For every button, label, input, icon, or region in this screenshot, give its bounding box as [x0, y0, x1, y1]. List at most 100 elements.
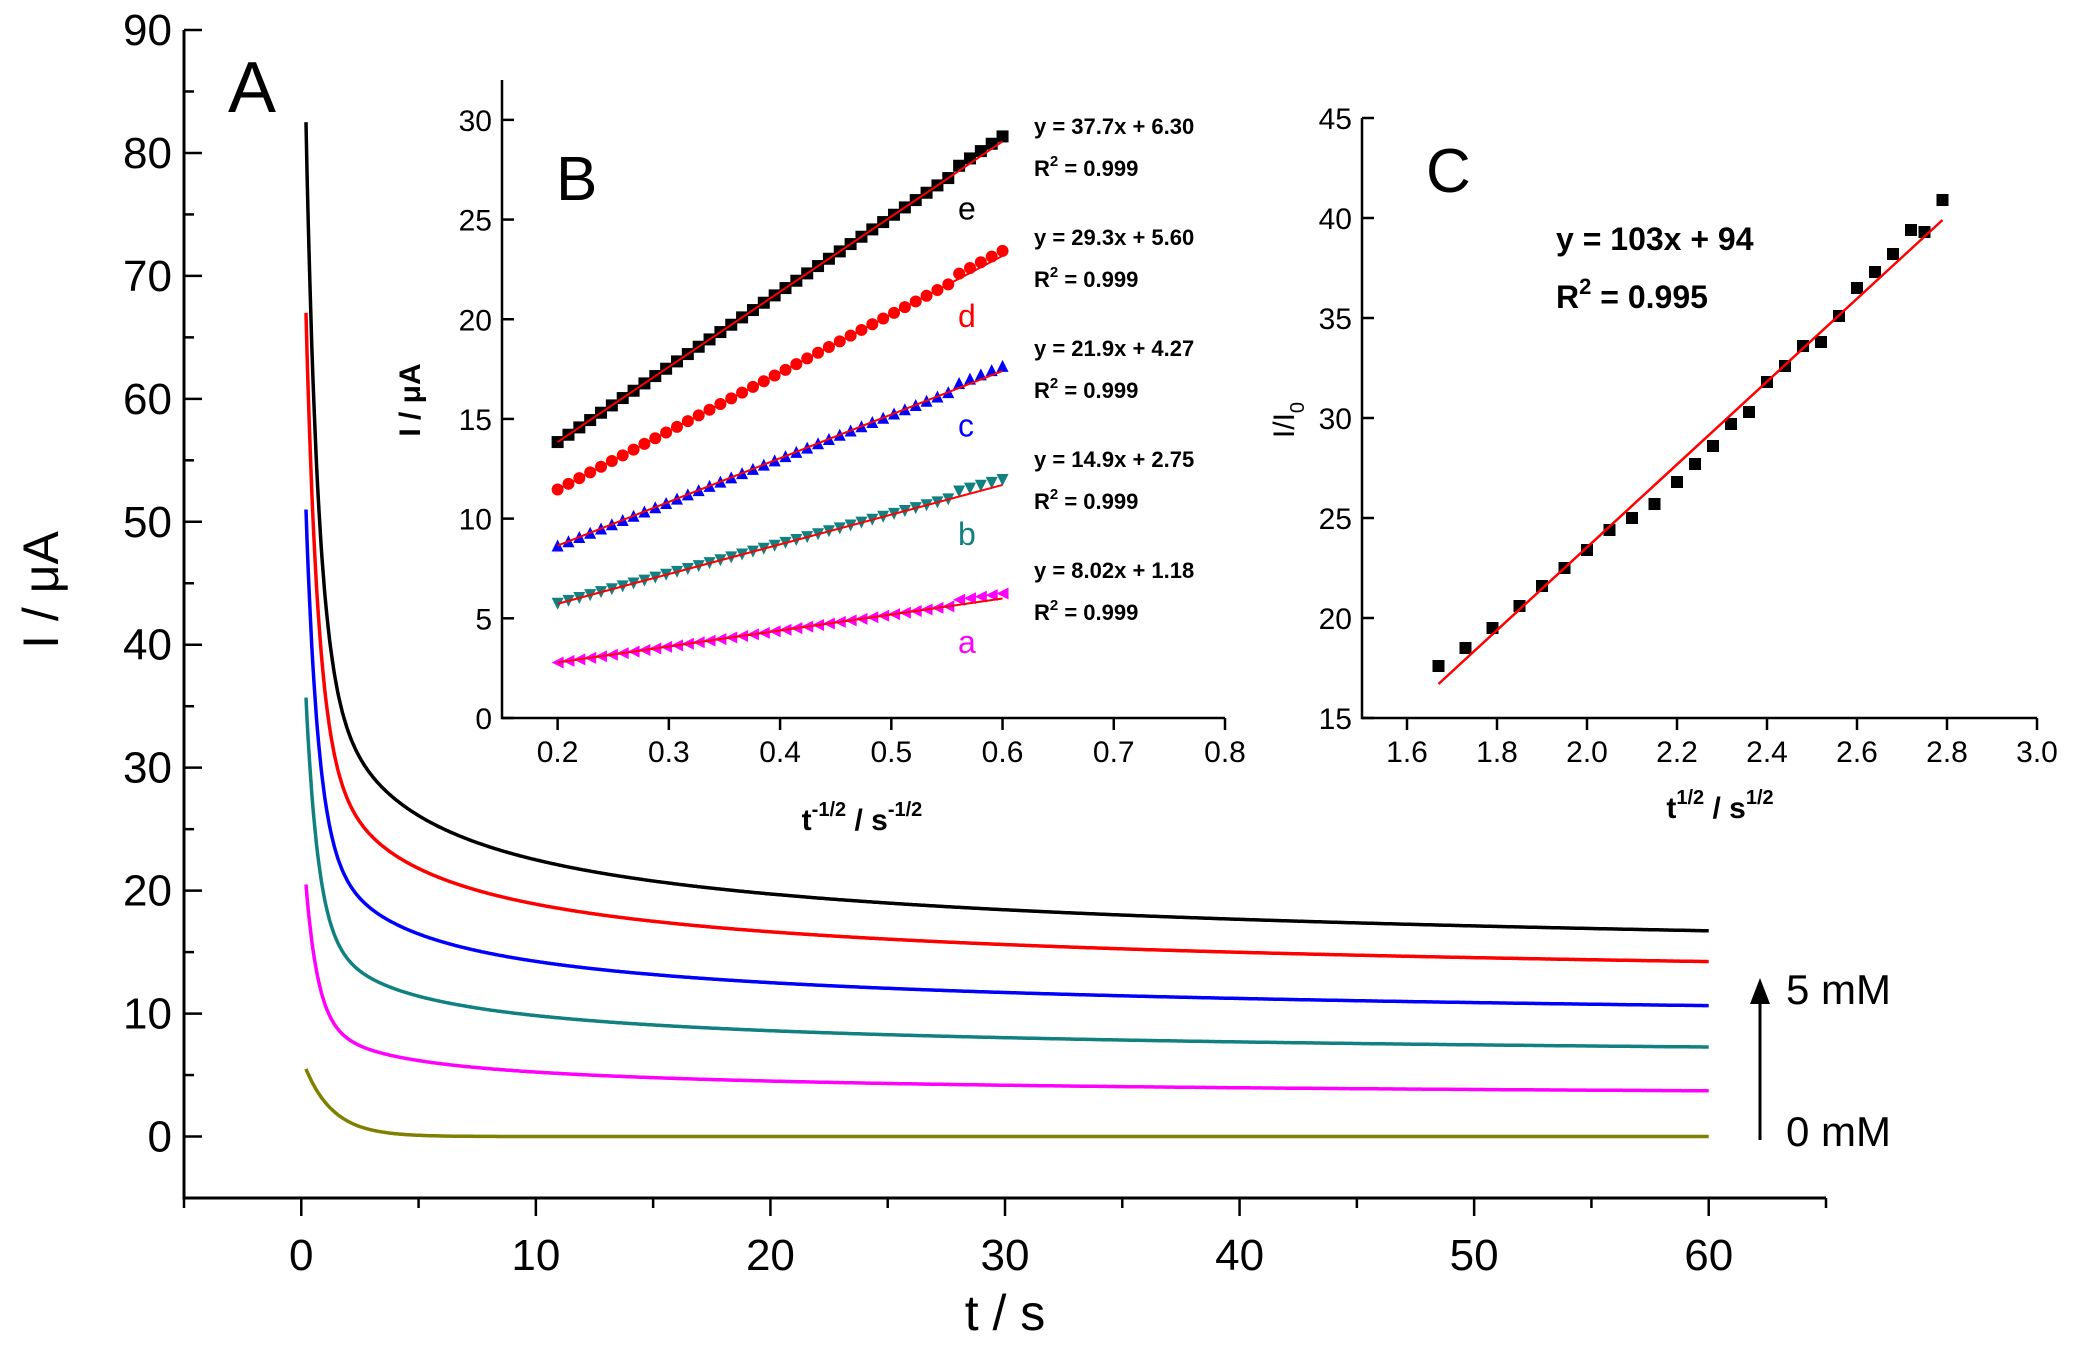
panel-b-x-tick-label: 0.3: [648, 736, 690, 769]
panel-c-plot: [1432, 194, 1949, 685]
panel-b-point: [974, 479, 987, 492]
panel-b-curve-label: c: [958, 407, 974, 443]
panel-a-y-tick-label: 20: [123, 867, 172, 916]
panel-b-curve-label: d: [958, 298, 976, 334]
panel-b-point: [985, 476, 998, 489]
panel-b-x-tick-label: 0.4: [759, 736, 801, 769]
panel-c-y-ticks: 15 20 25 30 35 40 45: [1319, 103, 1374, 736]
panel-b-x-tick-label: 0.5: [870, 736, 912, 769]
panel-b-r2: R2 = 0.999: [1034, 153, 1138, 181]
panel-c-label: C: [1426, 137, 1471, 206]
panel-b-fit-line: [557, 254, 1004, 491]
panel-c-point: [1513, 600, 1526, 612]
panel-b-r2: R2 = 0.999: [1034, 264, 1138, 292]
panel-b-curve-label: a: [958, 624, 976, 660]
panel-c-point: [1648, 498, 1661, 510]
panel-a-series-0-mm: [304, 1068, 1709, 1139]
panel-a-curves: [304, 122, 1709, 1139]
panel-c-point: [1459, 642, 1472, 654]
panel-c-x-tick-label: 2.0: [1566, 736, 1608, 769]
panel-b-r2: R2 = 0.999: [1034, 486, 1138, 514]
panel-c-y-tick-label: 20: [1319, 603, 1352, 636]
panel-a-x-tick-label: 60: [1684, 1231, 1733, 1280]
panel-b-r2: R2 = 0.999: [1034, 597, 1138, 625]
panel-a-y-tick-label: 50: [123, 498, 172, 547]
panel-b-point: [996, 473, 1009, 486]
panel-c-background: [1260, 90, 2060, 830]
panel-b-curve-label: b: [958, 516, 976, 552]
panel-a-y-tick-label: 90: [123, 6, 172, 55]
panel-a-y-tick-label: 40: [123, 621, 172, 670]
panel-a-series-5-mm: [304, 122, 1709, 933]
panel-b-x-tick-label: 0.7: [1093, 736, 1135, 769]
panel-c-point: [1707, 440, 1719, 452]
panel-a-y-tick-label: 10: [123, 990, 172, 1039]
panel-a-y-tick-label: 30: [123, 744, 172, 793]
panel-c-x-tick-label: 1.6: [1386, 736, 1428, 769]
panel-b-y-tick-label: 10: [459, 504, 492, 537]
panel-b-point: [953, 593, 966, 606]
panel-b-point: [996, 130, 1009, 143]
panel-a-y-ticks: 0 10 20 30 40 50 60 70 80 90: [123, 6, 202, 1200]
panel-b-point: [974, 590, 987, 603]
panel-c-point: [1743, 406, 1755, 418]
panel-c-y-tick-label: 45: [1319, 103, 1352, 136]
panel-c-y-tick-label: 30: [1319, 403, 1352, 436]
panel-a-x-ticks: 0 10 20 30 40 50 60: [182, 1198, 1828, 1280]
panel-b-plot: e d c b a: [551, 130, 1009, 669]
panel-b-r2: R2 = 0.999: [1034, 375, 1138, 403]
panel-b-equations: y = 37.7x + 6.30 R2 = 0.999 y = 29.3x + 5.…: [1034, 114, 1194, 625]
panel-c-y-tick-label: 15: [1319, 703, 1352, 736]
panel-b-point: [953, 485, 966, 498]
panel-c-point: [1536, 580, 1548, 592]
panel-c-point: [1626, 512, 1638, 524]
panel-b-y-tick-label: 20: [459, 304, 492, 337]
panel-c: 1.6 1.8 2.0 2.2 2.4 2.6 2.8 3.0 15202530354045 …: [1260, 90, 2060, 830]
panel-a-series-b: [304, 697, 1709, 1049]
panel-b-y-axis-title: I / μA: [394, 363, 427, 436]
panel-c-y-axis-title: I/I0: [1268, 402, 1309, 438]
panel-a-x-tick-label: 0: [289, 1231, 313, 1280]
panel-c-point: [1815, 336, 1827, 348]
panel-b-series-c: c: [551, 359, 1009, 552]
panel-a-series-c: [304, 509, 1709, 1008]
panel-c-point: [1851, 282, 1863, 294]
panel-a-series-a: [304, 884, 1709, 1093]
panel-c-x-tick-label: 1.8: [1476, 736, 1518, 769]
panel-b-x-tick-label: 0.8: [1204, 736, 1246, 769]
panel-c-fit-r2: R2 = 0.995: [1556, 274, 1708, 315]
panel-c-point: [1432, 660, 1445, 672]
panel-b-equation: y = 14.9x + 2.75: [1034, 447, 1194, 472]
panel-b-y-tick-label: 5: [475, 603, 492, 636]
panel-b-x-axis-title: t-1/2 / s-1/2: [802, 799, 923, 837]
top-concentration-label: 5 mM: [1786, 966, 1891, 1013]
panel-c-x-tick-label: 2.2: [1656, 736, 1698, 769]
panel-b-y-tick-label: 0: [475, 703, 492, 736]
panel-b-series-d: d: [551, 244, 1009, 496]
panel-c-x-ticks: 1.6 1.8 2.0 2.2 2.4 2.6 2.8 3.0: [1386, 718, 2058, 769]
panel-a-x-tick-label: 50: [1450, 1231, 1499, 1280]
panel-b-y-ticks: 0 5 10 15 20 25 30: [459, 105, 514, 736]
panel-c-point: [1905, 224, 1917, 236]
panel-b: e d c b a 0.2 0.3 0.4 0.5 0.6 0.7 0.8 0 5 10 15 20 25 30…: [394, 80, 1246, 837]
panel-c-x-tick-label: 3.0: [2016, 736, 2058, 769]
panel-b-background: [465, 80, 1225, 720]
panel-c-fit-line: [1437, 219, 1944, 685]
panel-b-equation: y = 37.7x + 6.30: [1034, 114, 1194, 139]
panel-a-y-tick-label: 0: [148, 1113, 172, 1162]
panel-a-x-tick-label: 20: [746, 1231, 795, 1280]
panel-c-x-axis-title: t1/2 / s1/2: [1666, 787, 1773, 825]
panel-b-point: [985, 589, 998, 602]
panel-c-point: [1689, 458, 1701, 470]
panel-b-fit-line: [557, 597, 1003, 664]
panel-c-point: [1603, 524, 1616, 536]
panel-a-series-d: [304, 312, 1709, 964]
panel-c-y-tick-label: 40: [1319, 203, 1352, 236]
panel-b-equation: y = 8.02x + 1.18: [1034, 558, 1194, 583]
panel-a-label: A: [228, 48, 276, 128]
panel-c-x-tick-label: 2.4: [1746, 736, 1788, 769]
panel-b-fit-line: [557, 483, 1003, 605]
panel-b-point: [996, 587, 1009, 600]
panel-a-x-axis-title: t / s: [965, 1285, 1046, 1341]
